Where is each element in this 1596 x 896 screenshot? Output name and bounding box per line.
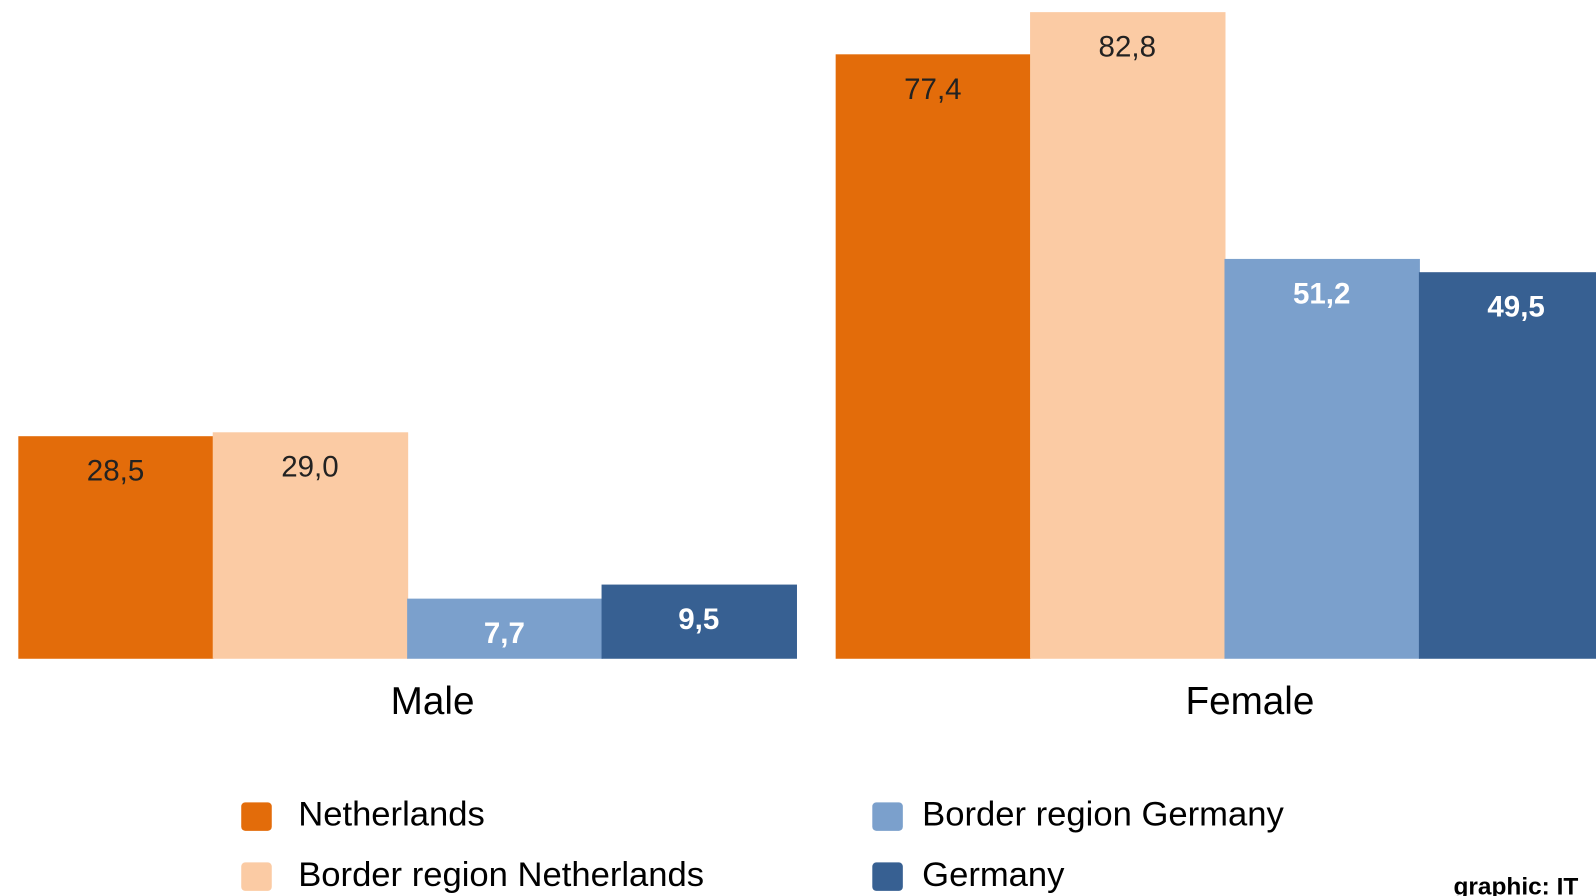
legend-label: Border region Netherlands [298,856,704,894]
value-label: 77,4 [904,73,961,106]
bar [18,436,214,659]
legend-label: Netherlands [298,796,485,834]
value-label: 28,5 [87,455,144,488]
bar [1418,272,1596,659]
value-label: 9,5 [678,603,719,636]
legend-swatch [241,802,272,831]
legend-swatch [241,862,272,891]
legend-label: Germany [922,856,1065,894]
bar [601,584,797,659]
category-label: Female [1185,680,1314,723]
bar [407,598,603,659]
category-label: Male [391,680,475,723]
legend-label: Border region Germany [922,796,1284,834]
value-label: 7,7 [484,617,525,650]
bar [212,432,409,659]
value-label: 29,0 [281,451,338,484]
value-label: 51,2 [1293,277,1350,310]
bar [1224,258,1420,659]
value-label: 82,8 [1099,31,1156,64]
legend-swatch [872,802,903,831]
credit: graphic: IT [1454,873,1579,896]
bar [835,54,1032,659]
legend-swatch [872,862,903,891]
bar [1030,12,1226,659]
value-label: 49,5 [1487,291,1544,324]
